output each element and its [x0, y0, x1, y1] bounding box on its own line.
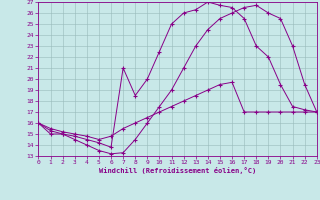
X-axis label: Windchill (Refroidissement éolien,°C): Windchill (Refroidissement éolien,°C) [99, 167, 256, 174]
